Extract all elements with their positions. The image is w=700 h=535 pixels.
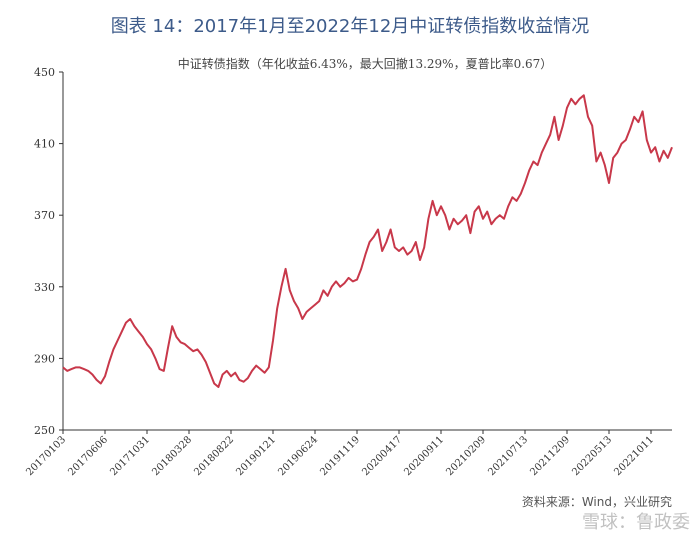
x-tick-label: 20180822 (192, 434, 236, 478)
y-tick-label: 410 (34, 138, 55, 151)
x-tick-label: 20191119 (318, 434, 362, 478)
x-tick-label: 20190121 (234, 434, 278, 478)
x-tick-label: 20170606 (66, 434, 110, 478)
x-tick-label: 20200417 (360, 434, 404, 478)
chart-subtitle: 中证转债指数（年化收益6.43%，最大回撤13.29%，夏普比率0.67） (178, 56, 553, 71)
y-tick-label: 250 (34, 424, 55, 437)
x-tick-label: 20210209 (444, 434, 488, 478)
x-tick-label: 20170103 (24, 434, 68, 478)
y-tick-label: 370 (34, 209, 55, 222)
series-line (62, 94, 673, 388)
x-tick-label: 20210713 (486, 434, 530, 478)
y-tick-label: 290 (34, 352, 55, 365)
x-tick-label: 20180328 (150, 434, 194, 478)
x-tick-label: 20221011 (612, 434, 656, 478)
chart-title: 图表 14：2017年1月至2022年12月中证转债指数收益情况 (111, 16, 590, 37)
y-tick-label: 450 (34, 66, 55, 79)
x-tick-label: 20190624 (276, 434, 320, 478)
y-tick-label: 330 (34, 281, 55, 294)
x-tick-label: 20200911 (402, 434, 446, 478)
source: 资料来源：Wind，兴业研究 (522, 494, 672, 509)
watermark: 雪球：鲁政委 (582, 512, 690, 533)
x-tick-label: 20211209 (528, 434, 572, 478)
x-tick-label: 20171031 (108, 434, 152, 478)
x-tick-label: 20220513 (570, 434, 614, 478)
